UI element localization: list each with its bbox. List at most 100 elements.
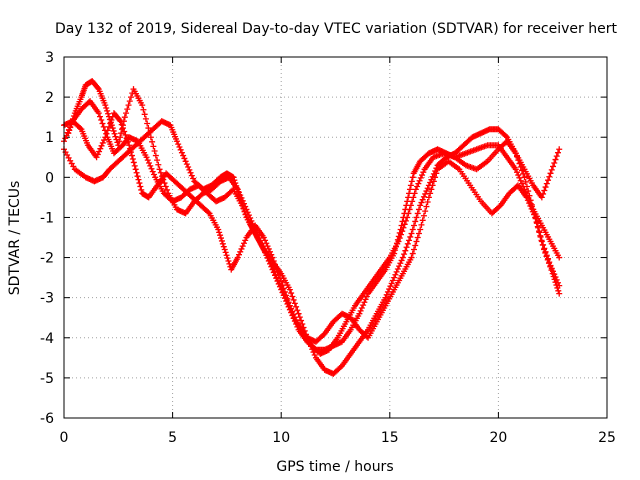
data-point [149, 168, 156, 175]
data-point [247, 215, 254, 222]
data-point [217, 232, 224, 239]
data-point [99, 120, 106, 127]
data-point [358, 304, 365, 311]
data-point [552, 279, 559, 286]
data-point [384, 288, 391, 295]
data-point [541, 187, 548, 194]
x-axis-label: GPS time / hours [276, 459, 393, 475]
data-point [408, 178, 415, 185]
data-point [551, 276, 558, 283]
data-point [216, 229, 223, 236]
data-point [133, 169, 140, 176]
data-point [398, 257, 405, 264]
data-point [286, 286, 293, 293]
data-point [407, 233, 414, 240]
data-point [185, 164, 192, 171]
data-point [286, 302, 293, 309]
data-point [414, 210, 421, 217]
x-tick-label: 5 [168, 430, 177, 446]
data-point [131, 162, 138, 169]
data-point [296, 314, 303, 321]
data-point [103, 130, 110, 137]
data-point [422, 190, 429, 197]
data-point [237, 192, 244, 199]
data-point [300, 324, 307, 331]
data-point [243, 206, 250, 213]
data-point [406, 190, 413, 197]
data-point [414, 234, 421, 241]
data-point [124, 138, 131, 145]
data-point [529, 208, 536, 215]
data-point [143, 154, 150, 161]
data-point [122, 131, 129, 138]
data-point [146, 160, 153, 167]
series-track-c [61, 110, 563, 345]
data-point [538, 237, 545, 244]
data-point [239, 197, 246, 204]
data-point [409, 174, 416, 181]
data-point [221, 246, 228, 253]
data-point [98, 117, 105, 124]
data-point [236, 189, 243, 196]
data-point [130, 159, 137, 166]
data-point [123, 110, 130, 117]
x-tick-label: 0 [60, 430, 69, 446]
data-point [546, 173, 553, 180]
data-point [405, 210, 412, 217]
data-point [404, 214, 411, 221]
data-point [255, 235, 262, 242]
data-point [418, 221, 425, 228]
data-point [424, 185, 431, 192]
data-point [402, 247, 409, 254]
data-point [433, 165, 440, 172]
data-point [97, 145, 104, 152]
data-point [108, 122, 115, 129]
data-point [252, 226, 259, 233]
data-point [357, 307, 364, 314]
data-point [238, 194, 245, 201]
data-point [429, 173, 436, 180]
data-point [146, 129, 153, 136]
data-point [161, 180, 168, 187]
data-point [250, 223, 257, 230]
data-point [543, 253, 550, 260]
data-point [382, 294, 389, 301]
data-point [94, 151, 101, 158]
data-point [362, 296, 369, 303]
data-point [528, 205, 535, 212]
data-point [289, 308, 296, 315]
data-point [239, 243, 246, 250]
data-point [149, 138, 156, 145]
data-point [126, 98, 133, 105]
data-point [238, 245, 245, 252]
data-point [356, 310, 363, 317]
data-point [427, 179, 434, 186]
data-point [514, 169, 521, 176]
data-point [95, 110, 102, 117]
data-point [117, 134, 124, 141]
plot-frame [63, 56, 608, 419]
y-axis-label: SDTVAR / TECUs [7, 181, 23, 296]
data-point [284, 295, 291, 302]
data-point [549, 270, 556, 277]
data-point [118, 130, 125, 137]
data-point [236, 251, 243, 258]
data-point [401, 251, 408, 258]
data-point [299, 321, 306, 328]
data-point [412, 218, 419, 225]
data-point [412, 242, 419, 249]
data-point [144, 157, 151, 164]
data-point [405, 194, 412, 201]
data-point [536, 228, 543, 235]
data-point [522, 178, 529, 185]
data-point [139, 102, 146, 109]
data-point [68, 121, 75, 128]
data-point [548, 267, 555, 274]
data-point [257, 237, 264, 244]
data-point [104, 107, 111, 114]
data-point [532, 214, 539, 221]
data-point [304, 334, 311, 341]
data-point [140, 106, 147, 113]
data-point [548, 166, 555, 173]
data-point [234, 186, 241, 193]
